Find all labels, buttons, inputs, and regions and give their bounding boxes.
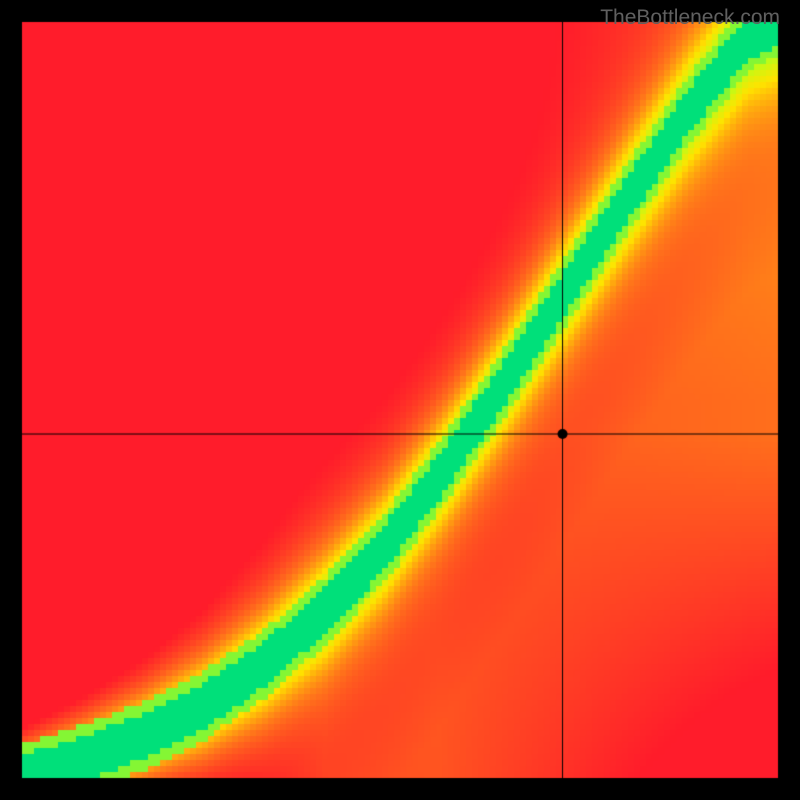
chart-container: TheBottleneck.com bbox=[0, 0, 800, 800]
watermark-text: TheBottleneck.com bbox=[600, 6, 780, 30]
heatmap-plot bbox=[0, 0, 800, 800]
